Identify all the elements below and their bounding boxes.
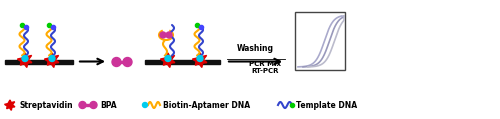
Bar bbox=[145, 60, 220, 64]
Text: Washing: Washing bbox=[236, 44, 274, 53]
Polygon shape bbox=[160, 53, 175, 67]
Polygon shape bbox=[44, 53, 59, 67]
Bar bbox=[82, 104, 94, 106]
Circle shape bbox=[22, 55, 28, 62]
Circle shape bbox=[166, 32, 172, 38]
Circle shape bbox=[123, 57, 132, 67]
Polygon shape bbox=[18, 53, 32, 67]
Circle shape bbox=[90, 102, 97, 109]
Polygon shape bbox=[4, 100, 15, 110]
Circle shape bbox=[49, 55, 55, 62]
Bar bbox=[295, 12, 345, 70]
Bar bbox=[5, 60, 73, 64]
Bar bbox=[163, 34, 169, 36]
Circle shape bbox=[112, 57, 121, 67]
Circle shape bbox=[142, 102, 148, 107]
Circle shape bbox=[79, 102, 86, 109]
Circle shape bbox=[165, 55, 171, 62]
Polygon shape bbox=[192, 53, 207, 67]
Text: BPA: BPA bbox=[100, 102, 116, 111]
Text: PCR Mix: PCR Mix bbox=[249, 61, 281, 67]
Circle shape bbox=[197, 55, 203, 62]
Text: Template DNA: Template DNA bbox=[296, 102, 357, 111]
Text: Streptavidin: Streptavidin bbox=[19, 102, 72, 111]
Circle shape bbox=[160, 32, 166, 38]
Text: RT-PCR: RT-PCR bbox=[252, 68, 279, 74]
Text: Biotin-Aptamer DNA: Biotin-Aptamer DNA bbox=[163, 102, 250, 111]
Bar bbox=[116, 61, 128, 63]
